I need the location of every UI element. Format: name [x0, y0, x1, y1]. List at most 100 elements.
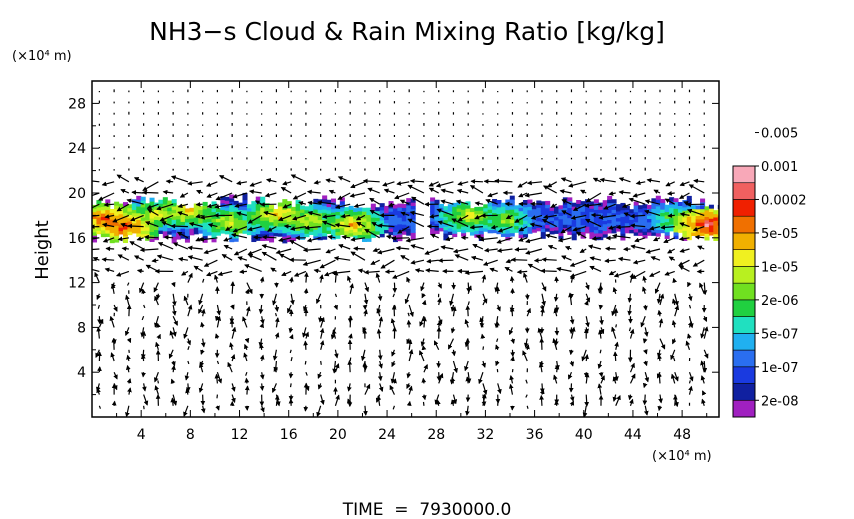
field-cell: [96, 230, 102, 235]
wind-vector: [232, 192, 248, 199]
wind-vector: [376, 304, 382, 314]
field-cell: [655, 225, 661, 230]
field-cell: [443, 222, 449, 227]
wind-vector: [126, 282, 130, 286]
field-cell: [523, 233, 529, 238]
plot-frame: [91, 80, 720, 418]
field-cell: [655, 199, 661, 204]
wind-vector: [302, 259, 321, 267]
x-tick-label: 8: [186, 427, 195, 443]
field-cell: [646, 231, 652, 236]
wind-vector: [679, 181, 690, 187]
wind-vector: [612, 351, 618, 362]
field-cell: [695, 215, 701, 220]
field-cell: [282, 219, 288, 224]
wind-vector: [464, 270, 484, 276]
colorbar-label: 1e-05: [761, 260, 799, 275]
field-cell: [401, 220, 407, 225]
field-cell: [286, 228, 292, 232]
field-cell: [536, 200, 542, 205]
wind-vector: [615, 224, 631, 230]
field-cell: [509, 195, 515, 200]
field-cell: [127, 221, 133, 226]
field-cell: [140, 226, 146, 231]
field-cell: [430, 210, 436, 215]
wind-vector: [437, 220, 454, 228]
field-cell: [153, 209, 159, 214]
field-cell: [620, 229, 626, 234]
field-cell: [375, 210, 381, 215]
field-cell: [567, 200, 573, 205]
field-cell: [273, 212, 279, 217]
field-cell: [304, 209, 310, 214]
wind-vector: [611, 326, 617, 339]
field-cell: [202, 225, 208, 230]
field-cell: [149, 238, 155, 242]
wind-vector: [635, 180, 646, 186]
wind-vector: [292, 192, 307, 200]
wind-vector: [510, 338, 515, 345]
wind-vector: [481, 274, 487, 283]
wind-vector: [259, 372, 265, 380]
wind-vector: [649, 270, 661, 277]
field-cell: [295, 200, 301, 205]
field-cell: [505, 219, 511, 224]
field-cell: [500, 226, 506, 231]
wind-vector: [580, 189, 587, 195]
field-cell: [211, 204, 217, 209]
wind-vector: [236, 211, 248, 217]
wind-vector: [657, 309, 663, 317]
wind-vector: [391, 360, 396, 368]
y-tick-label: 24: [68, 141, 86, 157]
field-cell: [246, 204, 252, 209]
wind-vector: [362, 360, 368, 371]
field-cell: [127, 207, 133, 212]
field-cell: [180, 234, 186, 239]
wind-vector: [517, 181, 528, 188]
field-cell: [664, 211, 670, 216]
field-cell: [379, 226, 385, 231]
field-cell: [646, 211, 652, 216]
field-cell: [370, 227, 376, 232]
field-cell: [339, 231, 345, 235]
field-cell: [611, 222, 617, 227]
field-cell: [615, 217, 622, 222]
field-cell: [384, 212, 390, 217]
wind-vector: [530, 214, 543, 220]
field-cell: [660, 209, 666, 214]
field-cell: [238, 219, 244, 224]
wind-vector: [464, 360, 469, 372]
field-cell: [162, 217, 168, 222]
field-cell: [339, 224, 345, 229]
field-cell: [220, 219, 226, 224]
wind-vector: [156, 322, 161, 328]
chart-title: NH3−s Cloud & Rain Mixing Ratio [kg/kg]: [149, 17, 665, 46]
wind-vector: [650, 256, 661, 261]
field-cell: [540, 204, 546, 209]
field-cell: [348, 226, 354, 230]
field-cell: [238, 205, 244, 210]
field-cell: [487, 225, 493, 230]
wind-vector: [389, 384, 395, 395]
field-cell: [286, 207, 292, 212]
field-cell: [198, 206, 204, 211]
field-cell: [397, 206, 403, 211]
wind-vector: [181, 270, 189, 276]
field-cell: [131, 202, 137, 207]
wind-vector: [319, 327, 325, 339]
wind-vector: [514, 214, 528, 223]
wind-vector: [644, 199, 661, 205]
field-cell: [384, 216, 390, 220]
field-cell: [500, 222, 506, 227]
field-cell: [602, 210, 608, 215]
wind-vector: [485, 198, 498, 205]
field-cell: [295, 216, 301, 221]
wind-vector: [143, 304, 146, 309]
wind-vector: [550, 203, 558, 208]
field-cell: [260, 223, 266, 228]
x-tick-label: 28: [427, 427, 445, 443]
field-cell: [308, 217, 314, 222]
wind-vector: [456, 188, 469, 194]
field-cell: [540, 207, 546, 212]
field-cell: [366, 217, 372, 222]
